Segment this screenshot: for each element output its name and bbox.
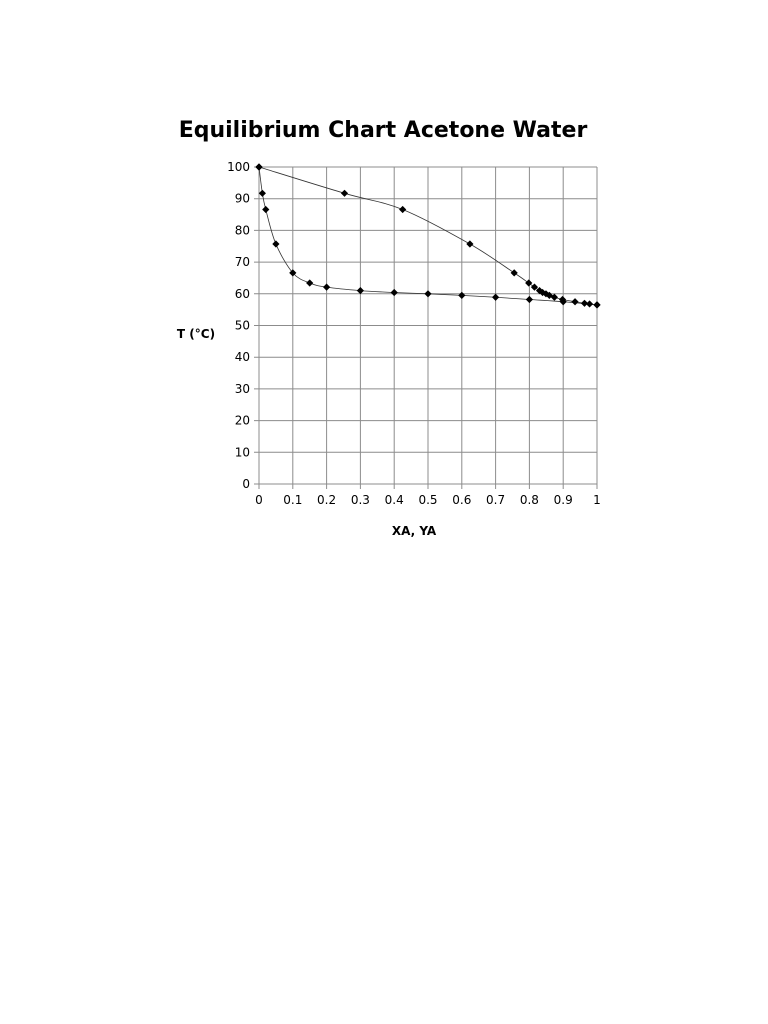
- series-1-point: [323, 283, 331, 291]
- series-1-point: [289, 269, 297, 277]
- series-1-point: [492, 293, 500, 301]
- chart-markers: [255, 163, 601, 309]
- series-1-point: [424, 290, 432, 298]
- x-tick-label: 0.7: [486, 493, 505, 507]
- series-1-point: [356, 287, 364, 295]
- y-tick-label: 0: [242, 477, 250, 491]
- series-2-point: [550, 293, 559, 301]
- y-tick-label: 10: [235, 445, 250, 459]
- series-1-point: [525, 295, 533, 304]
- series-2-point: [525, 279, 533, 287]
- series-2-point: [535, 287, 544, 295]
- series-1-point: [458, 291, 466, 299]
- x-axis-label: XA, YA: [392, 524, 437, 538]
- series-2-point: [542, 290, 550, 298]
- series-2-point: [585, 300, 594, 308]
- x-tick-label: 0.5: [418, 493, 437, 507]
- series-1-point: [390, 288, 398, 297]
- x-tick-label: 0.9: [554, 493, 573, 507]
- y-tick-label: 50: [235, 319, 250, 333]
- series-2-point: [580, 299, 589, 307]
- chart-ticks: 0 0.1 0.2 0.3 0.4 0.5 0.6 0.7 0.8 0.9 101020304050…: [227, 160, 601, 507]
- chart-grid: [254, 166, 598, 489]
- series-1-point: [306, 279, 314, 287]
- series-1-point: [262, 205, 270, 214]
- series-2-point: [530, 283, 539, 291]
- series-2-point: [538, 288, 547, 297]
- y-tick-label: 20: [235, 414, 250, 428]
- y-tick-label: 80: [235, 223, 250, 237]
- x-tick-label: 0.1: [283, 493, 302, 507]
- series-2-point: [399, 205, 407, 214]
- series-2-point: [340, 189, 349, 197]
- y-tick-label: 60: [235, 287, 250, 301]
- x-tick-label: 0.4: [385, 493, 404, 507]
- y-tick-label: 90: [235, 192, 250, 206]
- y-tick-label: 70: [235, 255, 250, 269]
- y-tick-label: 100: [227, 160, 250, 174]
- x-tick-label: 0.8: [520, 493, 539, 507]
- series-2-point: [558, 295, 567, 304]
- series-1-point: [272, 240, 280, 248]
- series-2-point: [571, 298, 579, 306]
- series-1-point: [258, 189, 266, 197]
- y-tick-label: 40: [235, 350, 250, 364]
- x-tick-label: 0.6: [452, 493, 471, 507]
- chart-title: Equilibrium Chart Acetone Water: [179, 118, 588, 143]
- x-tick-label: 0.3: [351, 493, 370, 507]
- series-2-point: [593, 301, 601, 309]
- series-2-point: [510, 269, 518, 277]
- x-tick-label: 0: [255, 493, 263, 507]
- y-axis-label: T (°C): [177, 327, 215, 341]
- series-2-point: [466, 240, 474, 248]
- y-tick-label: 30: [235, 382, 250, 396]
- series-2-point: [545, 291, 553, 299]
- x-tick-label: 0.2: [317, 493, 336, 507]
- x-tick-label: 1: [593, 493, 601, 507]
- series-2-point: [255, 163, 263, 171]
